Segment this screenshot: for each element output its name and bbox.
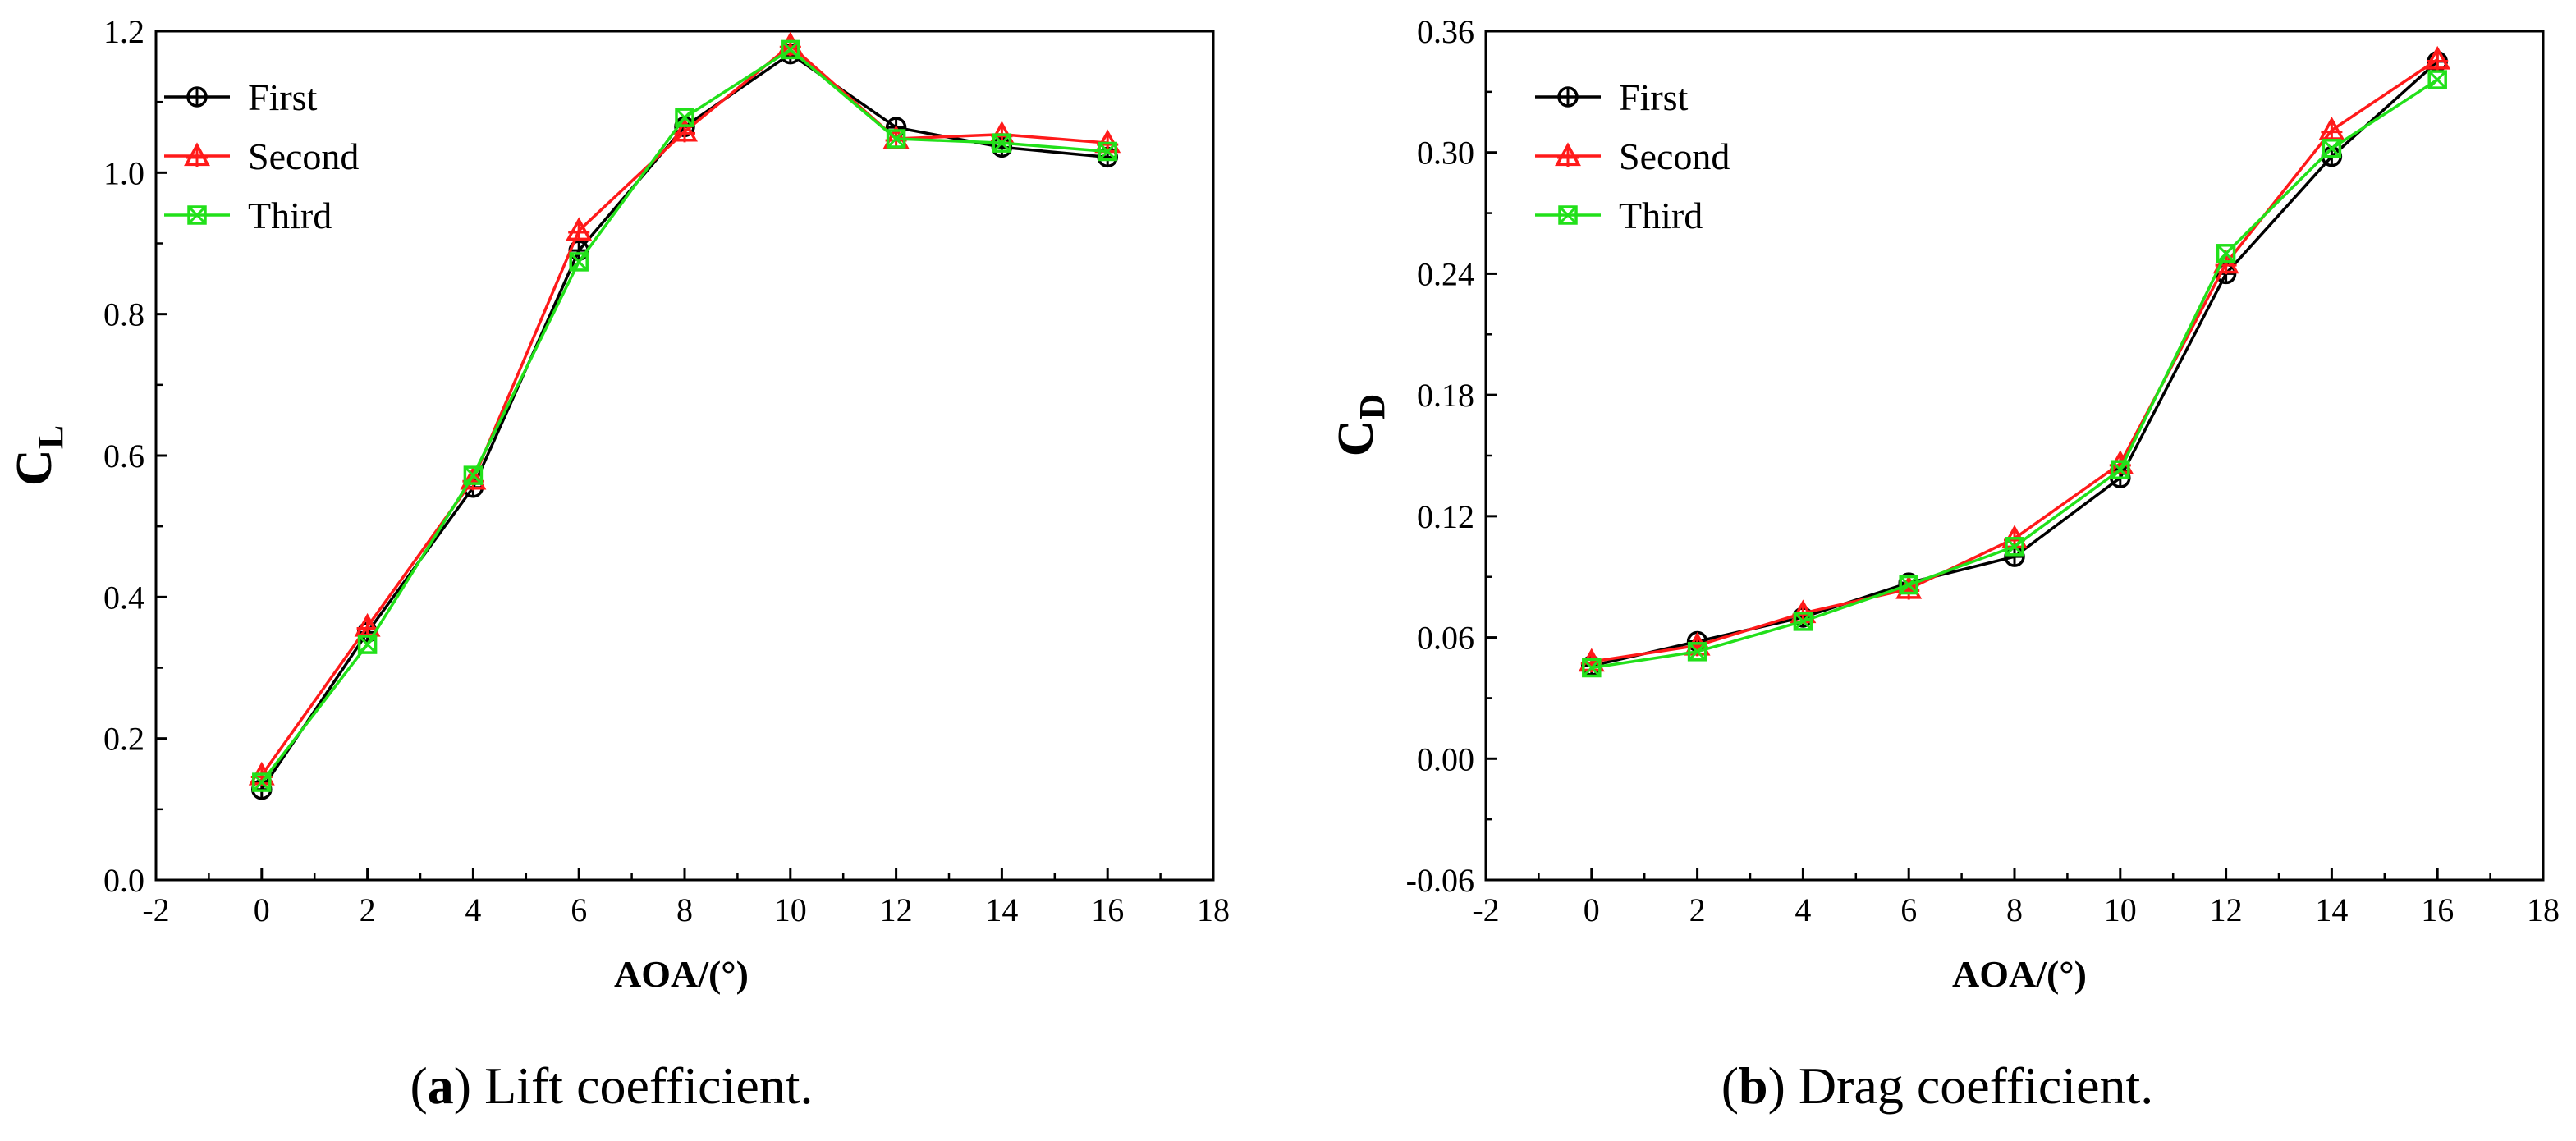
lift-y-tick-label: 0.0: [103, 862, 144, 899]
lift-legend-marker: [187, 205, 207, 225]
lift-x-tick-label: 18: [1197, 891, 1230, 928]
lift-legend-item: First: [164, 76, 318, 118]
lift-x-tick-label: 8: [676, 891, 693, 928]
lift-y-tick-label: 0.4: [103, 579, 144, 616]
drag-data-point: [2005, 537, 2024, 557]
lift-data-point: [675, 108, 694, 127]
drag-legend-marker: [1555, 142, 1581, 167]
lift-y-tick-label: 1.2: [103, 13, 144, 50]
lift-data-point: [569, 252, 589, 272]
drag-legend-item: Third: [1535, 195, 1703, 236]
lift-legend-marker: [184, 142, 210, 167]
lift-data-point: [781, 39, 800, 60]
drag-caption: (b) Drag coefficient.: [1721, 1056, 2154, 1115]
drag-y-tick-label: 0.24: [1417, 255, 1474, 292]
drag-y-tick-label: 0.06: [1417, 620, 1474, 657]
lift-x-tick-label: 6: [571, 891, 587, 928]
drag-data-point: [1793, 612, 1813, 631]
drag-legend: First Second Third: [1535, 76, 1730, 236]
lift-x-tick-label: 0: [254, 891, 270, 928]
drag-legend-marker: [1558, 205, 1578, 225]
drag-data-point: [2111, 460, 2130, 479]
drag-y-tick-label: 0.18: [1417, 377, 1474, 414]
lift-series-first: [251, 43, 1118, 800]
drag-legend-label: Second: [1619, 135, 1730, 177]
drag-legend-label: First: [1619, 76, 1689, 118]
lift-data-point: [992, 133, 1012, 153]
drag-x-tick-label: 4: [1794, 891, 1811, 928]
drag-data-point: [1582, 658, 1602, 678]
drag-x-axis-title: AOA/(°): [1952, 953, 2087, 995]
drag-data-point: [2424, 45, 2451, 71]
lift-data-point: [357, 635, 378, 654]
lift-x-tick-label: -2: [142, 891, 169, 928]
lift-series-line: [260, 43, 1108, 777]
lift-x-tick-label: 14: [985, 891, 1018, 928]
drag-x-tick-label: 16: [2421, 891, 2454, 928]
lift-data-point: [886, 129, 906, 149]
drag-legend-label: Third: [1619, 195, 1703, 236]
lift-legend-label: First: [248, 76, 318, 118]
drag-x-tick-label: 10: [2104, 891, 2137, 928]
lift-x-tick-label: 12: [880, 891, 913, 928]
lift-series-line: [260, 48, 1108, 784]
drag-x-tick-label: 8: [2006, 891, 2023, 928]
lift-legend: First Second Third: [164, 76, 359, 236]
drag-y-tick-label: -0.06: [1406, 862, 1474, 899]
lift-legend-item: Second: [164, 135, 359, 177]
lift-x-axis-title: AOA/(°): [614, 953, 749, 995]
lift-x-tick-label: 16: [1091, 891, 1124, 928]
drag-data-point: [2427, 70, 2447, 89]
drag-x-tick-label: 2: [1689, 891, 1706, 928]
drag-data-point: [2322, 139, 2342, 158]
drag-x-tick-label: -2: [1472, 891, 1499, 928]
drag-data-point: [2216, 244, 2236, 263]
lift-data-point: [252, 772, 272, 792]
lift-data-point: [1098, 141, 1117, 162]
lift-y-tick-label: 0.6: [103, 438, 144, 474]
lift-data-point: [566, 217, 593, 241]
drag-data-point: [1899, 575, 1918, 595]
drag-x-tick-label: 0: [1584, 891, 1600, 928]
lift-y-axis-title: CL: [7, 425, 71, 486]
drag-legend-marker: [1557, 86, 1579, 108]
lift-series-third: [252, 39, 1117, 792]
drag-y-tick-label: 0.00: [1417, 740, 1474, 777]
lift-y-tick-label: 0.2: [103, 721, 144, 758]
drag-y-tick-label: 0.36: [1417, 13, 1474, 50]
lift-legend-marker: [186, 86, 208, 108]
lift-x-tick-label: 10: [774, 891, 807, 928]
lift-series-second: [248, 31, 1121, 786]
drag-x-tick-label: 6: [1900, 891, 1917, 928]
lift-legend-label: Third: [248, 195, 332, 236]
drag-x-tick-label: 14: [2315, 891, 2348, 928]
drag-y-axis-title: CD: [1328, 394, 1392, 457]
drag-y-tick-label: 0.12: [1417, 498, 1474, 535]
drag-y-tick-label: 0.30: [1417, 135, 1474, 172]
drag-data-point: [1687, 642, 1707, 662]
lift-legend-item: Third: [164, 195, 332, 236]
drag-legend-item: Second: [1535, 135, 1730, 177]
lift-series-line: [260, 52, 1108, 790]
lift-y-tick-label: 0.8: [103, 296, 144, 333]
lift-x-tick-label: 2: [360, 891, 376, 928]
lift-caption: (a) Lift coefficient.: [410, 1056, 813, 1115]
lift-data-point: [463, 465, 484, 485]
drag-x-tick-label: 18: [2527, 891, 2560, 928]
drag-legend-item: First: [1535, 76, 1689, 118]
lift-y-tick-label: 1.0: [103, 154, 144, 191]
drag-chart: CD AOA/(°) (b) Drag coefficient. -2 0 2 4 6 8…: [1328, 13, 2560, 1115]
lift-legend-label: Second: [248, 135, 359, 177]
lift-chart: CL AOA/(°) (a) Lift coefficient. -2 0 2 4 6 8…: [7, 13, 1230, 1115]
lift-x-tick-label: 4: [465, 891, 481, 928]
drag-data-point: [2318, 117, 2345, 141]
drag-x-tick-label: 12: [2210, 891, 2243, 928]
drag-series-third: [1582, 70, 2447, 678]
